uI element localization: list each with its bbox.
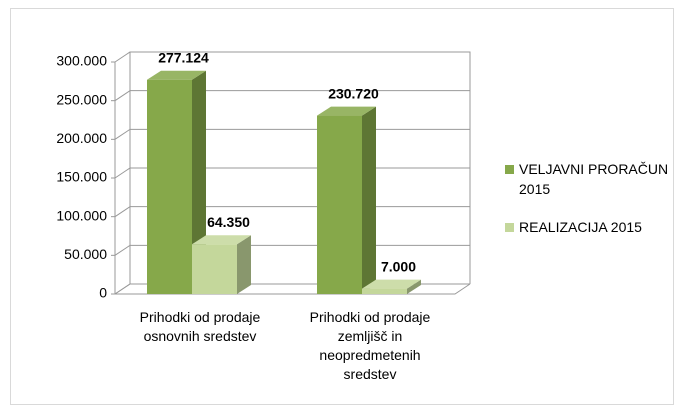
bar-side [407,279,421,294]
y-tick-label: 300.000 [56,53,107,69]
value-label: 7.000 [381,258,416,274]
x-tick-label: Prihodki od prodaje zemljišč in neopredm… [309,309,431,382]
bar-front [147,79,192,295]
x-tick-label: Prihodki od prodaje osnovnih sredstev [139,309,261,344]
y-tick-label: 100.000 [56,207,107,223]
bar-top [362,279,421,289]
legend-swatch [505,165,514,174]
y-tick-label: 200.000 [56,130,107,146]
legend-label: VELJAVNI PRORAČUN 2015 [519,161,669,197]
bar-front [192,244,237,294]
bar-front [362,288,407,294]
grid-line [114,51,470,63]
value-label: 64.350 [207,214,250,230]
bar-top [147,70,206,80]
y-tick-label: 250.000 [56,91,107,107]
legend-swatch [505,223,514,232]
bar-side [237,235,251,294]
value-label: 277.124 [158,49,209,65]
y-tick-label: 0 [99,285,107,301]
bar-front [317,115,362,294]
bar-side [362,106,376,294]
bar-top [192,235,251,245]
y-tick-label: 150.000 [56,169,107,185]
value-label: 230.720 [328,85,379,101]
bar-top [317,106,376,116]
grid-line [114,90,470,102]
legend-label: REALIZACIJA 2015 [519,219,642,235]
chart-frame [10,8,674,405]
y-tick-label: 50.000 [64,246,107,262]
